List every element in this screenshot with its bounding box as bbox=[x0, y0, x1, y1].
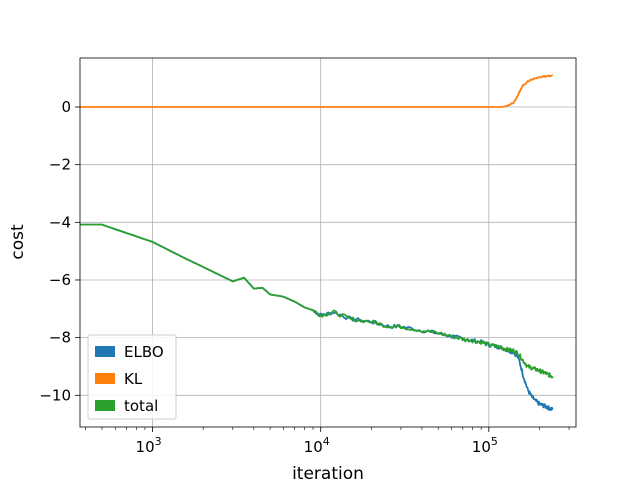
series-line-total bbox=[80, 223, 554, 379]
legend-swatch bbox=[95, 373, 115, 384]
series-lines bbox=[80, 74, 554, 411]
x-tick-label: 104 bbox=[304, 435, 330, 456]
x-tick-label: 105 bbox=[472, 435, 498, 456]
legend-swatch bbox=[95, 346, 115, 357]
x-axis-label: iteration bbox=[292, 464, 364, 480]
y-tick-label: −6 bbox=[49, 271, 71, 289]
y-tick-label: −10 bbox=[39, 386, 71, 404]
plot-frame bbox=[79, 57, 577, 428]
y-tick-label: −2 bbox=[49, 156, 71, 174]
y-tick-label: −4 bbox=[49, 213, 71, 231]
y-tick-label: 0 bbox=[61, 98, 71, 116]
axis-ticks: 103 104 105 0 −2 −4 −6 −8 −10 bbox=[39, 98, 570, 456]
y-axis-label: cost bbox=[8, 224, 28, 260]
legend: ELBO KL total bbox=[87, 334, 177, 420]
legend-label: total bbox=[124, 397, 158, 415]
x-tick-label: 103 bbox=[136, 435, 162, 456]
y-tick-label: −8 bbox=[49, 329, 71, 347]
legend-label: ELBO bbox=[124, 343, 164, 361]
legend-swatch bbox=[95, 400, 115, 411]
legend-label: KL bbox=[124, 370, 143, 388]
series-line-kl bbox=[80, 74, 554, 108]
